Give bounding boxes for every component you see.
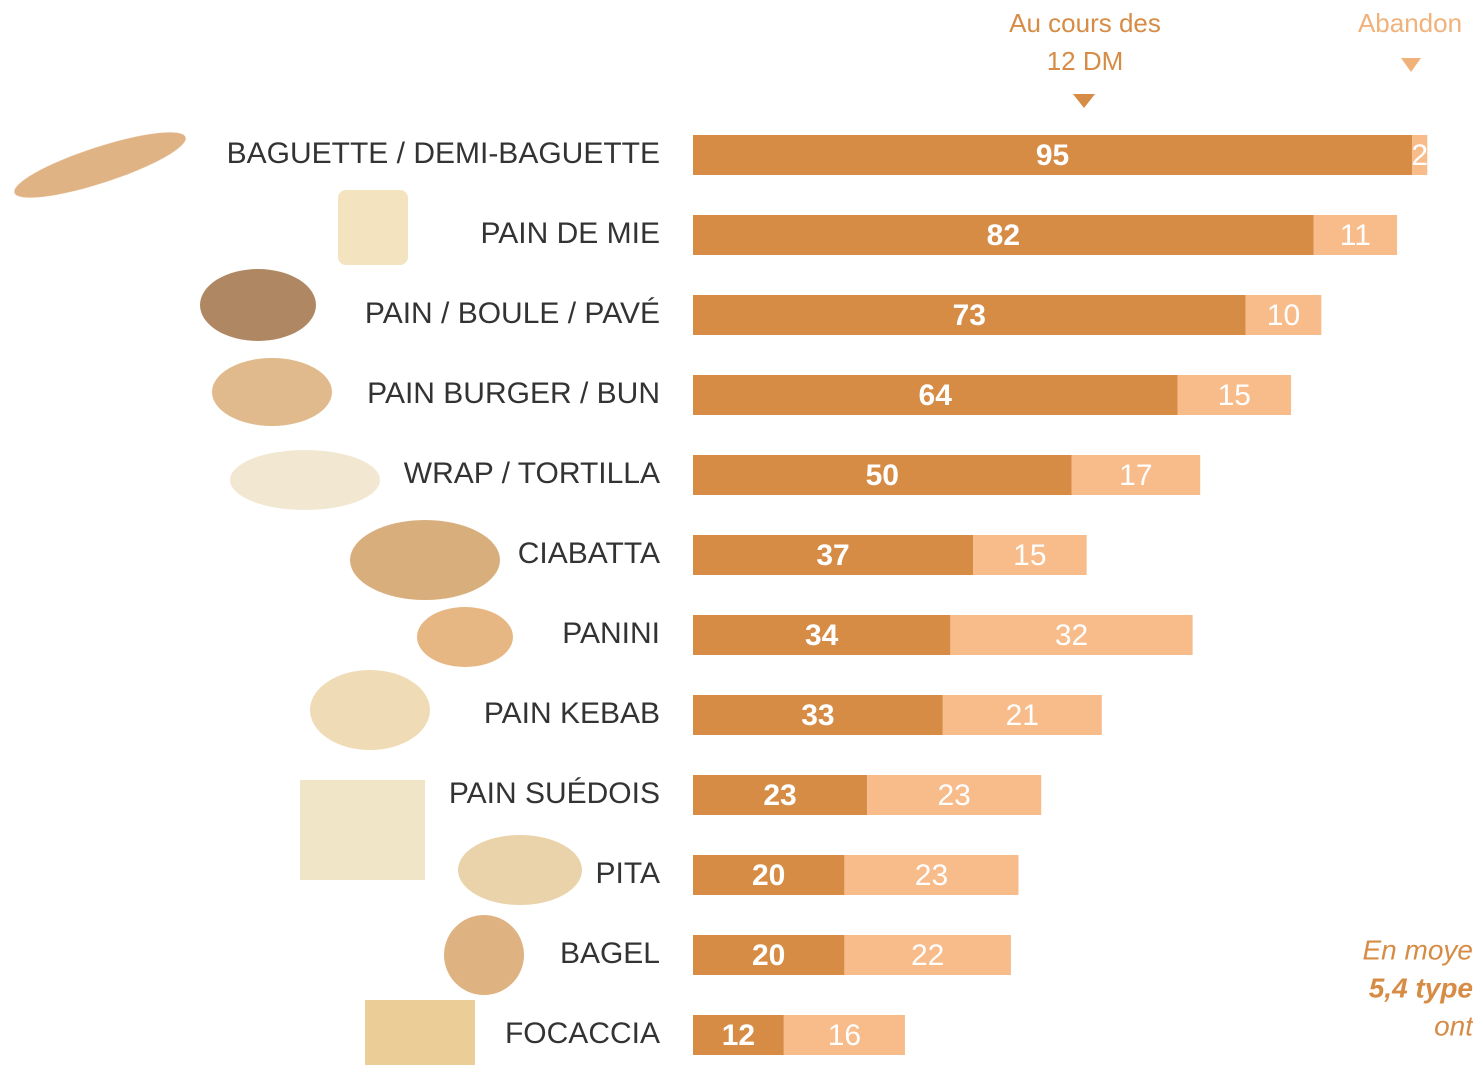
category-label: PANINI: [562, 617, 660, 650]
value-label: 34: [805, 619, 839, 652]
value-label: 64: [919, 379, 953, 412]
value-label: 15: [1013, 539, 1046, 572]
chart-page: BAGUETTE / DEMI-BAGUETTE 95 2 PAIN DE MIE 82…: [0, 0, 1473, 1072]
value-label: 22: [911, 939, 944, 972]
value-label: 17: [1119, 459, 1152, 492]
value-label: 32: [1055, 619, 1088, 652]
legend-entry: Abandon: [1340, 4, 1473, 42]
value-label: 23: [915, 859, 948, 892]
category-label: BAGEL: [560, 937, 660, 970]
legend-marker: [1073, 94, 1095, 108]
category-label: PAIN SUÉDOIS: [449, 777, 660, 810]
category-label: BAGUETTE / DEMI-BAGUETTE: [227, 137, 660, 170]
value-label: 33: [801, 699, 834, 732]
annotation: ont: [1434, 1010, 1473, 1041]
value-label: 20: [752, 939, 785, 972]
value-label: 20: [752, 859, 785, 892]
annotation: 5,4 type: [1369, 972, 1473, 1003]
value-label: 37: [816, 539, 849, 572]
category-label: PAIN DE MIE: [481, 217, 660, 250]
category-label: FOCACCIA: [505, 1017, 660, 1050]
value-label: 82: [987, 219, 1020, 252]
value-label: 16: [828, 1019, 861, 1052]
category-label: PAIN KEBAB: [484, 697, 660, 730]
category-label: PITA: [596, 857, 660, 890]
annotation: En moye: [1363, 934, 1473, 965]
value-label: 11: [1340, 219, 1371, 252]
value-label: 12: [722, 1019, 755, 1052]
category-label: PAIN BURGER / BUN: [367, 377, 660, 410]
legend-entry: Au cours des 12 DM: [1005, 4, 1165, 80]
value-label: 23: [937, 779, 970, 812]
value-label: 95: [1036, 139, 1069, 172]
bread-icons: [9, 120, 582, 1065]
value-label: 21: [1006, 699, 1039, 732]
category-label: WRAP / TORTILLA: [404, 457, 660, 490]
chart: BAGUETTE / DEMI-BAGUETTE 95 2 PAIN DE MIE 82…: [0, 0, 1473, 1072]
value-label: 15: [1218, 379, 1251, 412]
value-label: 10: [1267, 299, 1300, 332]
value-label: 73: [953, 299, 986, 332]
legend-marker: [1401, 58, 1421, 72]
category-label: PAIN / BOULE / PAVÉ: [365, 297, 660, 330]
value-label: 50: [866, 459, 899, 492]
category-label: CIABATTA: [518, 537, 660, 570]
value-label: 23: [763, 779, 796, 812]
value-label: 2: [1411, 139, 1428, 172]
